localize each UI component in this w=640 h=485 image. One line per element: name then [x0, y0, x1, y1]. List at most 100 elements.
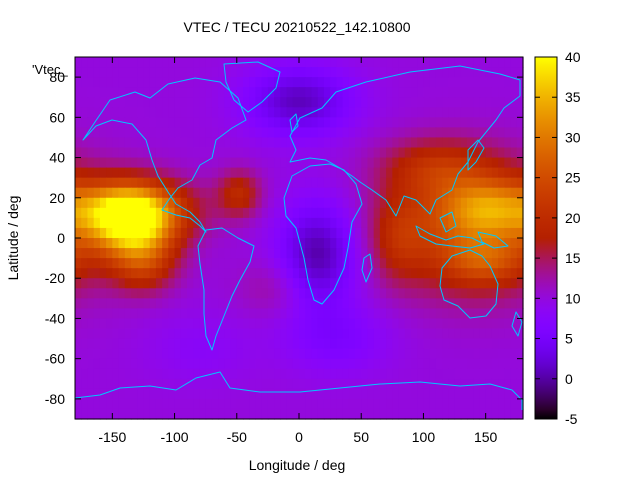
- heatmap-cell: [292, 288, 300, 299]
- heatmap-cell: [473, 328, 481, 340]
- heatmap-cell: [261, 248, 269, 259]
- heatmap-cell: [243, 268, 250, 279]
- heatmap-cell: [187, 157, 194, 169]
- heatmap-cell: [361, 398, 369, 410]
- heatmap-cell: [361, 368, 369, 380]
- heatmap-cell: [292, 117, 300, 128]
- heatmap-cell: [348, 57, 356, 68]
- heatmap-cell: [149, 177, 157, 189]
- heatmap-cell: [124, 308, 132, 320]
- heatmap-cell: [355, 308, 362, 320]
- chart-title: VTEC / TECU 20210522_142.10800: [183, 19, 410, 35]
- heatmap-cell: [292, 127, 300, 139]
- heatmap-cell: [180, 248, 188, 259]
- heatmap-cell: [342, 197, 350, 209]
- heatmap-cell: [155, 398, 163, 410]
- heatmap-cell: [162, 87, 169, 98]
- heatmap-cell: [255, 97, 263, 108]
- heatmap-cell: [305, 408, 313, 420]
- heatmap-cell: [367, 207, 375, 219]
- coastline-overlay: [74, 61, 523, 410]
- heatmap-cell: [429, 207, 437, 219]
- heatmap-cell: [485, 167, 493, 179]
- heatmap-cell: [137, 57, 145, 68]
- heatmap-cell: [373, 368, 381, 380]
- heatmap-cell: [236, 348, 244, 360]
- heatmap-cell: [274, 308, 281, 320]
- heatmap-cell: [367, 227, 375, 239]
- heatmap-cell: [205, 197, 213, 209]
- heatmap-cell: [373, 308, 381, 320]
- heatmap-cell: [485, 107, 493, 118]
- heatmap-cell: [193, 87, 201, 98]
- y-tick-label: 60: [49, 109, 65, 125]
- heatmap-cell: [516, 157, 524, 169]
- heatmap-cell: [330, 328, 337, 340]
- heatmap-cell: [180, 187, 188, 199]
- heatmap-cell: [261, 238, 269, 249]
- x-tick-label: 100: [412, 429, 436, 445]
- heatmap-cell: [224, 288, 232, 299]
- heatmap-cell: [75, 227, 82, 239]
- heatmap-cell: [75, 197, 82, 209]
- heatmap-cell: [429, 308, 437, 320]
- heatmap-cell: [162, 137, 169, 149]
- heatmap-cell: [155, 227, 163, 239]
- heatmap-cell: [168, 408, 176, 420]
- heatmap-cell: [435, 147, 443, 159]
- heatmap-cell: [379, 318, 387, 330]
- heatmap-cell: [367, 278, 375, 289]
- heatmap-cell: [118, 117, 126, 128]
- heatmap-cell: [435, 298, 443, 309]
- heatmap-cell: [330, 77, 337, 88]
- heatmap-cell: [106, 348, 113, 360]
- heatmap-cell: [479, 137, 487, 149]
- heatmap-cell: [411, 348, 418, 360]
- heatmap-cell: [299, 57, 306, 68]
- heatmap-cell: [479, 398, 487, 410]
- heatmap-cell: [81, 227, 89, 239]
- heatmap-cell: [81, 398, 89, 410]
- heatmap-cell: [211, 147, 219, 159]
- heatmap-cell: [261, 217, 269, 229]
- heatmap-cell: [205, 288, 213, 299]
- heatmap-cell: [137, 87, 145, 98]
- heatmap-cell: [473, 388, 481, 400]
- heatmap-cell: [99, 338, 107, 350]
- heatmap-cell: [112, 328, 120, 340]
- heatmap-cell: [485, 87, 493, 98]
- heatmap-cell: [361, 238, 369, 249]
- heatmap-cell: [448, 77, 456, 88]
- heatmap-cell: [429, 368, 437, 380]
- heatmap-cell: [516, 298, 524, 309]
- heatmap-cell: [311, 358, 319, 370]
- heatmap-cell: [435, 107, 443, 118]
- heatmap-cell: [255, 258, 263, 269]
- heatmap-cell: [118, 308, 126, 320]
- heatmap-cell: [435, 248, 443, 259]
- heatmap-cell: [143, 408, 151, 420]
- heatmap-cell: [99, 268, 107, 279]
- heatmap-cell: [317, 288, 325, 299]
- heatmap-cell: [292, 338, 300, 350]
- heatmap-cell: [423, 368, 431, 380]
- heatmap-cell: [199, 238, 207, 249]
- heatmap-cell: [299, 107, 306, 118]
- heatmap-cell: [106, 187, 113, 199]
- heatmap-cell: [187, 167, 194, 179]
- heatmap-cell: [473, 137, 481, 149]
- heatmap-cell: [143, 368, 151, 380]
- heatmap-cell: [267, 358, 275, 370]
- heatmap-cell: [230, 338, 238, 350]
- heatmap-cell: [112, 398, 120, 410]
- heatmap-cell: [149, 248, 157, 259]
- heatmap-cell: [330, 167, 337, 179]
- heatmap-cell: [361, 288, 369, 299]
- heatmap-cell: [274, 248, 281, 259]
- heatmap-cell: [417, 177, 425, 189]
- heatmap-cell: [367, 177, 375, 189]
- heatmap-cell: [236, 117, 244, 128]
- heatmap-cell: [367, 318, 375, 330]
- heatmap-cell: [168, 278, 176, 289]
- heatmap-cell: [193, 67, 201, 78]
